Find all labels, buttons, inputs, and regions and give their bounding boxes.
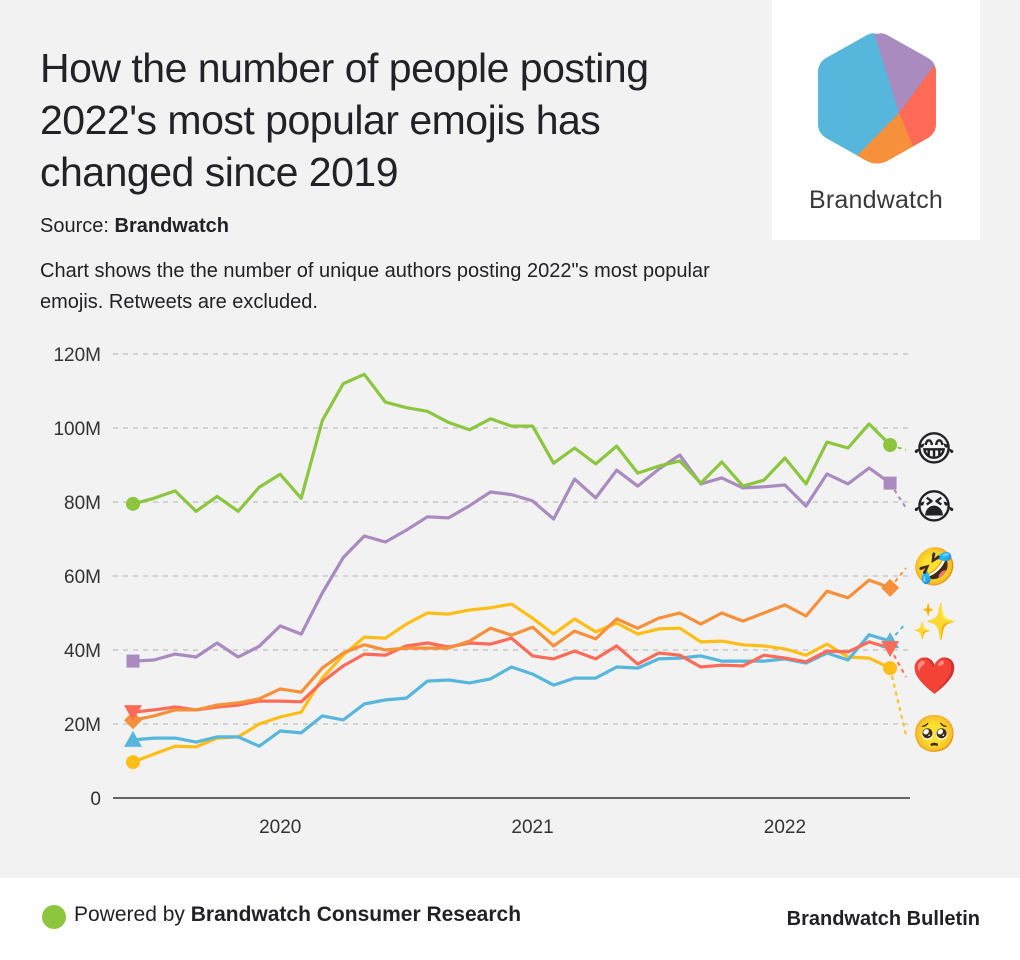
legend-emoji-4: ❤️ [912,656,957,697]
end-marker-triangle-down [881,641,900,658]
legend-emoji-2: 🤣 [912,547,957,588]
series-lines [131,372,892,764]
series-line-0 [131,372,892,513]
end-marker-diamond [881,578,900,597]
footer-dot-icon [42,905,66,929]
y-tick-label: 100M [53,419,101,440]
series-line-5 [131,602,892,764]
chart-title: How the number of people posting 2022's … [40,45,649,195]
brandwatch-logo: Brandwatch [772,0,980,240]
start-marker-circle [126,496,140,511]
series-line-1 [131,453,892,663]
series-line-2 [131,578,892,722]
series-markers [124,438,900,770]
source-line: Source: Brandwatch [40,215,229,238]
source-label: Source: [40,215,109,237]
y-tick-label: 120M [53,345,101,366]
x-tick-label: 2022 [764,817,806,838]
y-tick-label: 20M [64,715,101,736]
x-tick-label: 2021 [511,817,553,838]
powered-by-name: Brandwatch Consumer Research [190,903,522,926]
start-marker-triangle-up [124,730,142,747]
brandwatch-hexagon-icon [818,33,936,164]
powered-by-label: Powered by [74,903,185,926]
end-marker-square [883,476,897,490]
legend-emoji-1: 😭 [912,487,956,528]
brandwatch-logo-text: Brandwatch [808,186,944,214]
x-tick-label: 2020 [259,817,301,838]
source-name: Brandwatch [114,215,229,237]
start-marker-triangle-down [124,705,142,722]
end-marker-circle [883,438,898,453]
line-chart: 0 20M 40M 60M 80M 100M 120M 2020 2021 2022 [53,345,910,838]
leader-line [889,482,907,509]
legend-emoji-0: 😂 [912,429,956,470]
y-tick-label: 40M [64,641,101,662]
start-marker-square [126,654,140,668]
y-tick-label: 60M [64,567,101,588]
start-marker-circle [126,755,140,770]
series-line-3 [131,633,892,748]
y-tick-label: 0 [90,789,101,810]
legend-emoji-3: ✨ [912,602,957,643]
leader-line [889,647,907,678]
leader-line [889,667,907,736]
end-marker-circle [883,661,898,676]
series-line-4 [131,636,892,714]
chart-subtitle: Chart shows the the number of unique aut… [40,260,710,313]
legend-emoji-5: 🥺 [912,714,957,755]
footer: Powered by Brandwatch Consumer Research … [0,878,1020,960]
powered-by: Powered by Brandwatch Consumer Research [74,903,521,927]
y-tick-label: 80M [64,493,101,514]
y-axis: 0 20M 40M 60M 80M 100M 120M [53,345,101,810]
x-axis: 2020 2021 2022 [259,817,806,838]
footer-brand: Brandwatch Bulletin [786,908,980,930]
grid-lines [113,353,910,799]
